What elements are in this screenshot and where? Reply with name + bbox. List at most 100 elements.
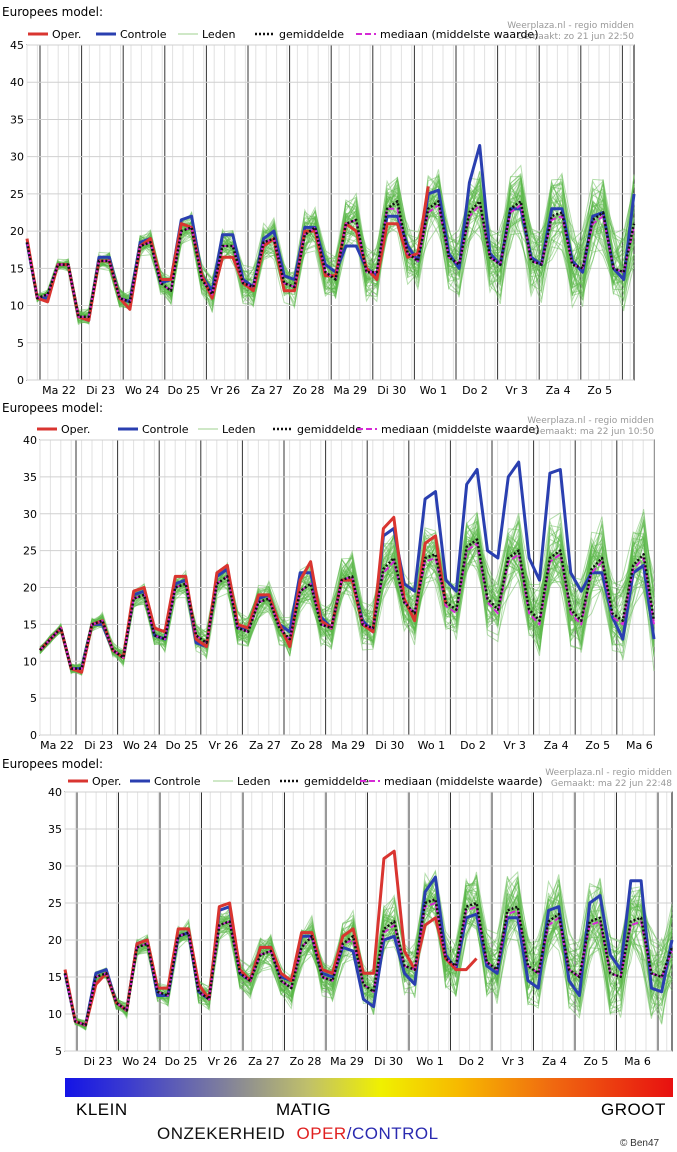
x-day-label: Do 2 bbox=[462, 384, 488, 397]
x-day-label: Di 30 bbox=[375, 739, 404, 750]
legend-leden: Leden bbox=[198, 423, 255, 436]
chart-made-time: Gemaakt: zo 21 jun 22:50 bbox=[517, 32, 634, 42]
y-tick-label: 25 bbox=[48, 897, 62, 910]
legend-oper: Oper. bbox=[68, 775, 121, 788]
legend-oper: Oper. bbox=[37, 423, 90, 436]
credit-text: © Ben47 bbox=[620, 1138, 660, 1149]
y-tick-label: 20 bbox=[23, 582, 37, 595]
x-day-label: Za 27 bbox=[248, 1055, 280, 1068]
y-tick-label: 20 bbox=[48, 934, 62, 947]
x-day-label: Za 4 bbox=[546, 384, 571, 397]
chart-made-time: Gemaakt: ma 22 jun 22:48 bbox=[551, 779, 672, 789]
scale-label-matig: MATIG bbox=[276, 1100, 332, 1119]
svg-text:gemiddelde: gemiddelde bbox=[304, 775, 369, 788]
plot-area bbox=[64, 791, 673, 1052]
svg-text:gemiddelde: gemiddelde bbox=[297, 423, 362, 436]
svg-text:Oper.: Oper. bbox=[61, 423, 90, 436]
series-gemiddelde bbox=[25, 200, 636, 318]
y-tick-label: 15 bbox=[10, 262, 24, 275]
x-day-label: Zo 5 bbox=[587, 384, 612, 397]
plot-area bbox=[26, 44, 635, 381]
scale-caption: ONZEKERHEID OPER/CONTROL bbox=[157, 1124, 439, 1144]
legend-mediaan: mediaan (middelste waarde) bbox=[360, 775, 542, 788]
y-tick-label: 25 bbox=[23, 545, 37, 558]
legend-controle: Controle bbox=[118, 423, 189, 436]
x-day-label: Do 25 bbox=[165, 1055, 198, 1068]
legend-controle: Controle bbox=[96, 28, 167, 41]
x-day-label: Vr 3 bbox=[505, 384, 528, 397]
y-tick-label: 30 bbox=[10, 151, 24, 164]
legend-mediaan: mediaan (middelste waarde) bbox=[356, 28, 538, 41]
y-tick-label: 35 bbox=[10, 113, 24, 126]
x-day-label: Do 25 bbox=[165, 739, 198, 750]
svg-text:Controle: Controle bbox=[142, 423, 189, 436]
x-day-label: Do 25 bbox=[167, 384, 200, 397]
legend-controle: Controle bbox=[130, 775, 201, 788]
svg-text:Oper.: Oper. bbox=[92, 775, 121, 788]
legend-leden: Leden bbox=[178, 28, 235, 41]
chart-title: Europees model: bbox=[2, 5, 103, 19]
x-day-label: Wo 24 bbox=[125, 384, 159, 397]
y-tick-label: 35 bbox=[48, 823, 62, 836]
scale-label-klein: KLEIN bbox=[76, 1100, 128, 1119]
x-day-label: Za 27 bbox=[249, 739, 281, 750]
svg-text:mediaan (middelste waarde): mediaan (middelste waarde) bbox=[381, 423, 539, 436]
x-day-label: Ma 6 bbox=[626, 739, 653, 750]
chart-source: Weerplaza.nl - regio midden bbox=[507, 21, 634, 31]
uncertainty-scale-bar bbox=[65, 1078, 673, 1097]
scale-caption-onzekerheid: ONZEKERHEID bbox=[157, 1124, 286, 1143]
x-day-label: Zo 28 bbox=[290, 1055, 322, 1068]
y-tick-label: 5 bbox=[17, 337, 24, 350]
scale-label-groot: GROOT bbox=[601, 1100, 666, 1119]
x-day-label: Ma 29 bbox=[331, 739, 365, 750]
x-day-label: Wo 24 bbox=[123, 739, 157, 750]
y-tick-label: 30 bbox=[48, 860, 62, 873]
scale-caption-slash: / bbox=[346, 1124, 352, 1143]
svg-text:mediaan (middelste waarde): mediaan (middelste waarde) bbox=[384, 775, 542, 788]
x-day-label: Wo 1 bbox=[420, 384, 447, 397]
series-gemiddelde bbox=[39, 538, 656, 670]
x-day-label: Za 27 bbox=[251, 384, 283, 397]
y-tick-label: 15 bbox=[23, 618, 37, 631]
x-day-label: Do 2 bbox=[460, 739, 486, 750]
legend-mediaan: mediaan (middelste waarde) bbox=[357, 423, 539, 436]
svg-text:Oper.: Oper. bbox=[52, 28, 81, 41]
svg-text:mediaan (middelste waarde): mediaan (middelste waarde) bbox=[380, 28, 538, 41]
y-tick-label: 0 bbox=[17, 374, 24, 387]
legend-gemiddelde: gemiddelde bbox=[273, 423, 362, 436]
x-day-label: Ma 22 bbox=[40, 739, 74, 750]
chart-made-time: Gemaakt: ma 22 jun 10:50 bbox=[533, 427, 654, 437]
svg-text:Controle: Controle bbox=[120, 28, 167, 41]
x-day-label: Ma 22 bbox=[42, 384, 76, 397]
chart-3: Europees model: Weerplaza.nl - regio midd… bbox=[2, 757, 674, 1068]
y-tick-label: 5 bbox=[30, 692, 37, 705]
chart-source: Weerplaza.nl - regio midden bbox=[527, 416, 654, 426]
x-day-label: Vr 26 bbox=[209, 739, 239, 750]
scale-caption-control: CONTROL bbox=[351, 1124, 439, 1143]
x-day-label: Zo 28 bbox=[293, 384, 325, 397]
y-tick-label: 20 bbox=[10, 225, 24, 238]
x-day-label: Vr 3 bbox=[502, 1055, 525, 1068]
legend-leden: Leden bbox=[213, 775, 270, 788]
x-day-label: Za 4 bbox=[544, 739, 569, 750]
svg-text:gemiddelde: gemiddelde bbox=[279, 28, 344, 41]
y-tick-label: 40 bbox=[23, 434, 37, 447]
legend-gemiddelde: gemiddelde bbox=[255, 28, 344, 41]
x-day-label: Wo 1 bbox=[418, 739, 445, 750]
chart-2: Europees model: Weerplaza.nl - regio midd… bbox=[2, 401, 656, 750]
y-tick-label: 25 bbox=[10, 188, 24, 201]
x-day-label: Za 4 bbox=[542, 1055, 567, 1068]
x-day-label: Do 2 bbox=[459, 1055, 485, 1068]
y-tick-label: 5 bbox=[55, 1045, 62, 1058]
scale-caption-oper: OPER bbox=[296, 1124, 347, 1143]
y-tick-label: 10 bbox=[23, 655, 37, 668]
chart-1: Europees model: Weerplaza.nl - regio midd… bbox=[2, 5, 636, 397]
y-tick-label: 45 bbox=[10, 39, 24, 52]
x-day-label: Vr 26 bbox=[208, 1055, 238, 1068]
x-day-label: Zo 5 bbox=[585, 739, 610, 750]
y-tick-label: 10 bbox=[10, 300, 24, 313]
svg-text:Leden: Leden bbox=[202, 28, 235, 41]
x-day-label: Ma 6 bbox=[624, 1055, 651, 1068]
x-day-label: Ma 29 bbox=[330, 1055, 364, 1068]
y-tick-label: 35 bbox=[23, 471, 37, 484]
